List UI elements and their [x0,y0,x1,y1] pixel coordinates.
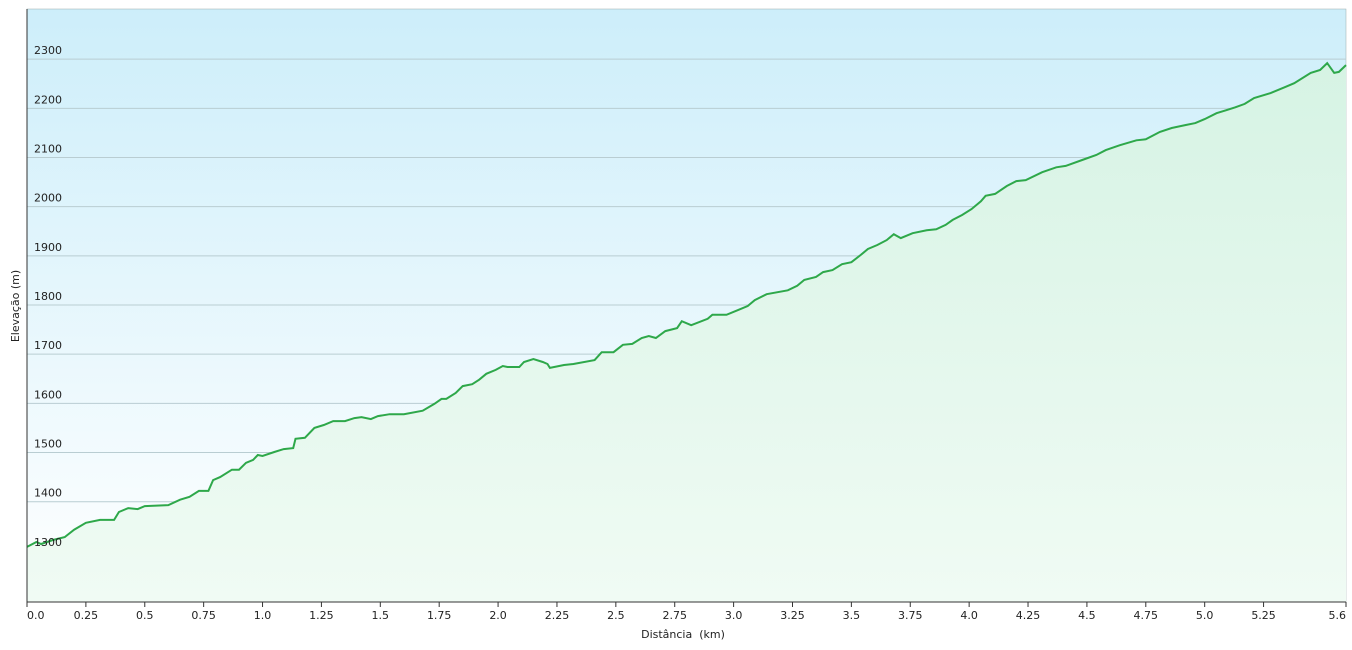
x-tick-label: 4.0 [960,609,978,622]
y-tick-label: 1800 [34,290,62,303]
x-tick-label: 1.0 [254,609,272,622]
y-tick-label: 2000 [34,192,62,205]
elevation-line [26,61,1347,548]
x-tick-label: 3.25 [780,609,805,622]
y-tick-label: 1400 [34,487,62,500]
x-tick-label: 2.0 [489,609,507,622]
x-tick-label: 0.5 [136,609,154,622]
x-tick-label: 4.75 [1134,609,1159,622]
x-tick-label: 0.0 [27,609,45,622]
x-tick-label: 1.25 [309,609,334,622]
y-tick-label: 1300 [34,536,62,549]
y-tick-label: 2100 [34,142,62,155]
y-tick-label: 2200 [34,93,62,106]
x-tick-label: 3.75 [898,609,923,622]
x-tick-label: 0.75 [191,609,216,622]
x-tick-label: 1.5 [372,609,390,622]
x-tick-label: 0.25 [74,609,99,622]
x-tick-label: 2.25 [545,609,570,622]
x-axis-label: Distância (km) [641,628,725,641]
x-tick-label: 2.5 [607,609,625,622]
x-tick-label: 1.75 [427,609,452,622]
x-tick-label: 5.6 [1329,609,1347,622]
y-tick-label: 1600 [34,388,62,401]
y-tick-label: 1900 [34,241,62,254]
plot [26,61,1347,603]
y-axis-label: Elevação (m) [9,270,22,342]
area-fill [27,63,1346,603]
x-tick-label: 5.0 [1196,609,1214,622]
x-tick-label: 3.5 [843,609,861,622]
y-tick-label: 1700 [34,339,62,352]
x-tick-label: 3.0 [725,609,743,622]
x-tick-label: 2.75 [662,609,687,622]
x-tick-label: 4.5 [1078,609,1096,622]
y-tick-label: 2300 [34,44,62,57]
x-tick-label: 5.25 [1251,609,1276,622]
y-tick-label: 1500 [34,438,62,451]
x-tick-label: 4.25 [1016,609,1041,622]
